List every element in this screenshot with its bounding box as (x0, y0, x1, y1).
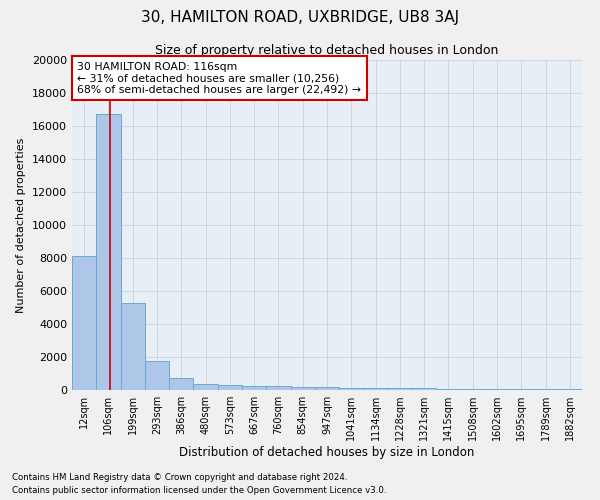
Bar (461, 388, 485, 390)
Bar (339, 388, 364, 390)
Bar (145, 361, 169, 390)
Bar (388, 388, 412, 390)
Text: 30, HAMILTON ROAD, UXBRIDGE, UB8 3AJ: 30, HAMILTON ROAD, UXBRIDGE, UB8 3AJ (141, 10, 459, 25)
Y-axis label: Number of detached properties: Number of detached properties (16, 138, 26, 312)
X-axis label: Distribution of detached houses by size in London: Distribution of detached houses by size … (179, 446, 475, 459)
Bar (96, 114, 121, 390)
Bar (485, 389, 509, 390)
Bar (193, 384, 218, 390)
Bar (509, 389, 533, 390)
Title: Size of property relative to detached houses in London: Size of property relative to detached ho… (155, 44, 499, 58)
Bar (169, 378, 193, 390)
Text: 30 HAMILTON ROAD: 116sqm
← 31% of detached houses are smaller (10,256)
68% of se: 30 HAMILTON ROAD: 116sqm ← 31% of detach… (77, 62, 361, 95)
Text: Contains HM Land Registry data © Crown copyright and database right 2024.
Contai: Contains HM Land Registry data © Crown c… (12, 474, 386, 495)
Bar (242, 386, 266, 390)
Bar (364, 388, 388, 390)
Bar (290, 387, 315, 390)
Bar (266, 386, 290, 390)
Bar (533, 389, 558, 390)
Bar (412, 388, 436, 390)
Bar (315, 388, 339, 390)
Bar (121, 302, 145, 390)
Bar (218, 385, 242, 390)
Bar (72, 256, 96, 390)
Bar (436, 388, 461, 390)
